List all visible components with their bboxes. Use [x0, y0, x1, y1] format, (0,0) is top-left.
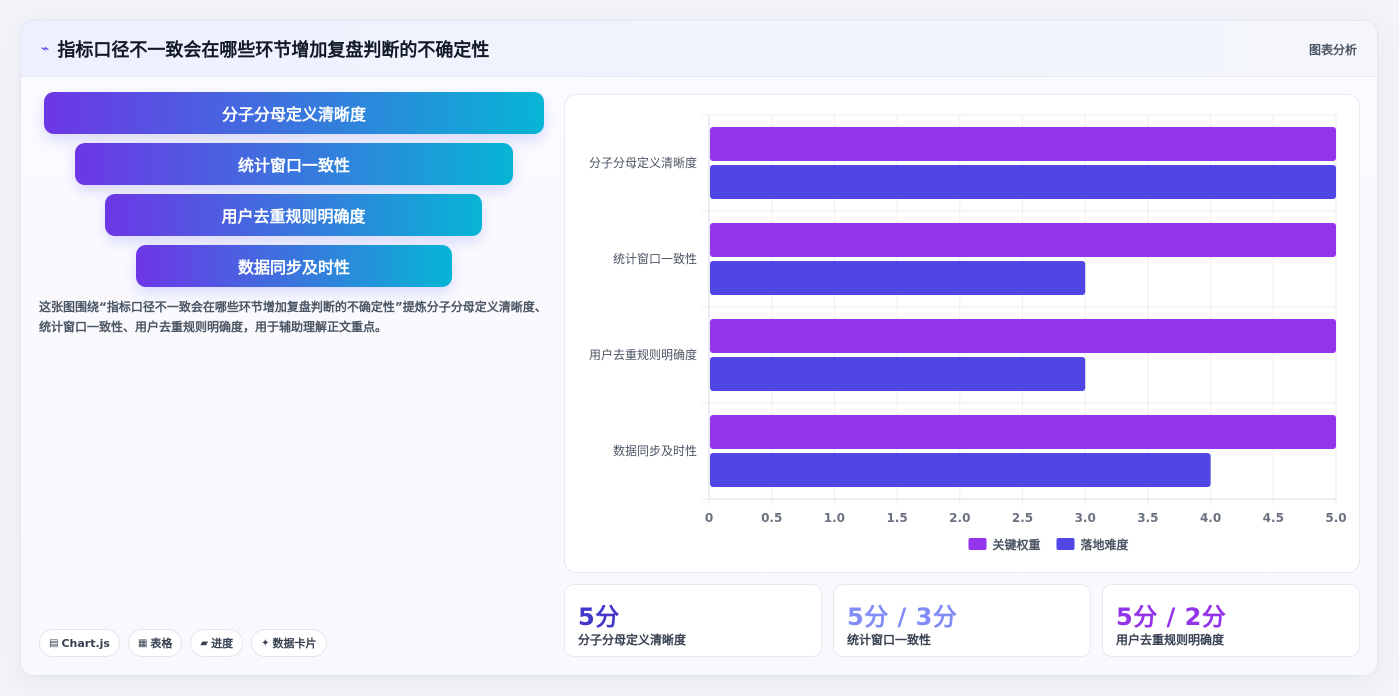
funnel-step-2: 统计窗口一致性 [75, 143, 513, 185]
x-tick-label: 4.5 [1263, 511, 1284, 525]
chip-label: 表格 [150, 637, 173, 650]
bar [710, 453, 1211, 487]
x-tick-label: 4.0 [1200, 511, 1221, 525]
x-tick-label: 2.0 [949, 511, 970, 525]
y-category-label: 数据同步及时性 [613, 443, 697, 458]
progress-icon: ▰ [200, 637, 209, 649]
y-category-label: 分子分母定义清晰度 [589, 155, 697, 170]
bar [710, 319, 1336, 353]
stat-card-3: 5分 / 2分 用户去重规则明确度 [1102, 584, 1360, 657]
stat-value: 5分 / 3分 [847, 603, 958, 631]
chip-progress[interactable]: ▰ 进度 [190, 629, 244, 657]
chip-label: 进度 [211, 637, 234, 650]
legend-label: 关键权重 [993, 537, 1041, 552]
bar [710, 415, 1336, 449]
x-tick-label: 0.5 [761, 511, 782, 525]
chip-table[interactable]: ▦ 表格 [127, 629, 183, 657]
bar [710, 127, 1336, 161]
analysis-card: ⌁ 指标口径不一致会在哪些环节增加复盘判断的不确定性 图表分析 分子分母定义清晰… [20, 20, 1378, 676]
chart-analysis-tag: 图表分析 [1308, 43, 1357, 57]
bar-chart: 0 0.5 1.0 1.5 2.0 2.5 3.0 3.5 4.0 4.5 5.0 分子分母定义清晰度… [589, 114, 1347, 552]
funnel-step-4: 数据同步及时性 [136, 245, 452, 287]
y-category-label: 统计窗口一致性 [613, 252, 697, 266]
x-tick-label: 0 [705, 511, 713, 525]
chip-label: 数据卡片 [272, 637, 317, 650]
chip-label: Chart.js [61, 636, 110, 650]
x-tick-label: 2.5 [1012, 511, 1033, 525]
funnel-step-1: 分子分母定义清晰度 [44, 92, 544, 134]
card-header: ⌁ 指标口径不一致会在哪些环节增加复盘判断的不确定性 图表分析 [21, 21, 1377, 77]
stat-label: 统计窗口一致性 [847, 633, 932, 647]
bar [710, 165, 1336, 199]
chart-icon: ▤ [49, 637, 59, 649]
bar [710, 223, 1336, 257]
x-tick-label: 1.5 [886, 511, 907, 525]
bar [710, 357, 1086, 391]
sparkle-icon: ✦ [261, 637, 270, 649]
x-tick-label: 1.0 [824, 511, 845, 525]
chip-row: ▤ Chart.js ▦ 表格 ▰ 进度 ✦ 数据卡片 [39, 629, 327, 657]
legend-label: 落地难度 [1081, 537, 1130, 552]
funnel-step-3: 用户去重规则明确度 [105, 194, 482, 236]
chart-panel: 0 0.5 1.0 1.5 2.0 2.5 3.0 3.5 4.0 4.5 5.0 分子分母定义清晰度… [564, 94, 1360, 573]
bar [710, 261, 1086, 295]
trend-line-icon: ⌁ [41, 40, 50, 57]
stat-card-1: 5分 分子分母定义清晰度 [564, 584, 822, 657]
y-category-label: 用户去重规则明确度 [589, 347, 697, 362]
chip-chartjs[interactable]: ▤ Chart.js [39, 629, 120, 657]
stat-card-2: 5分 / 3分 统计窗口一致性 [833, 584, 1091, 657]
x-tick-label: 3.0 [1075, 511, 1096, 525]
stat-label: 分子分母定义清晰度 [578, 633, 687, 647]
chip-data-card[interactable]: ✦ 数据卡片 [251, 629, 327, 657]
stat-label: 用户去重规则明确度 [1116, 633, 1225, 647]
x-tick-label: 5.0 [1325, 511, 1346, 525]
page-title: 指标口径不一致会在哪些环节增加复盘判断的不确定性 [57, 39, 490, 61]
table-icon: ▦ [137, 637, 148, 649]
stat-value: 5分 / 2分 [1116, 603, 1227, 631]
legend-swatch [1056, 538, 1075, 550]
stat-value: 5分 [578, 603, 620, 631]
legend-swatch [968, 538, 987, 550]
x-tick-label: 3.5 [1137, 511, 1158, 525]
chart-description: 这张图围绕“指标口径不一致会在哪些环节增加复盘判断的不确定性”提炼分子分母定义清… [39, 300, 547, 334]
